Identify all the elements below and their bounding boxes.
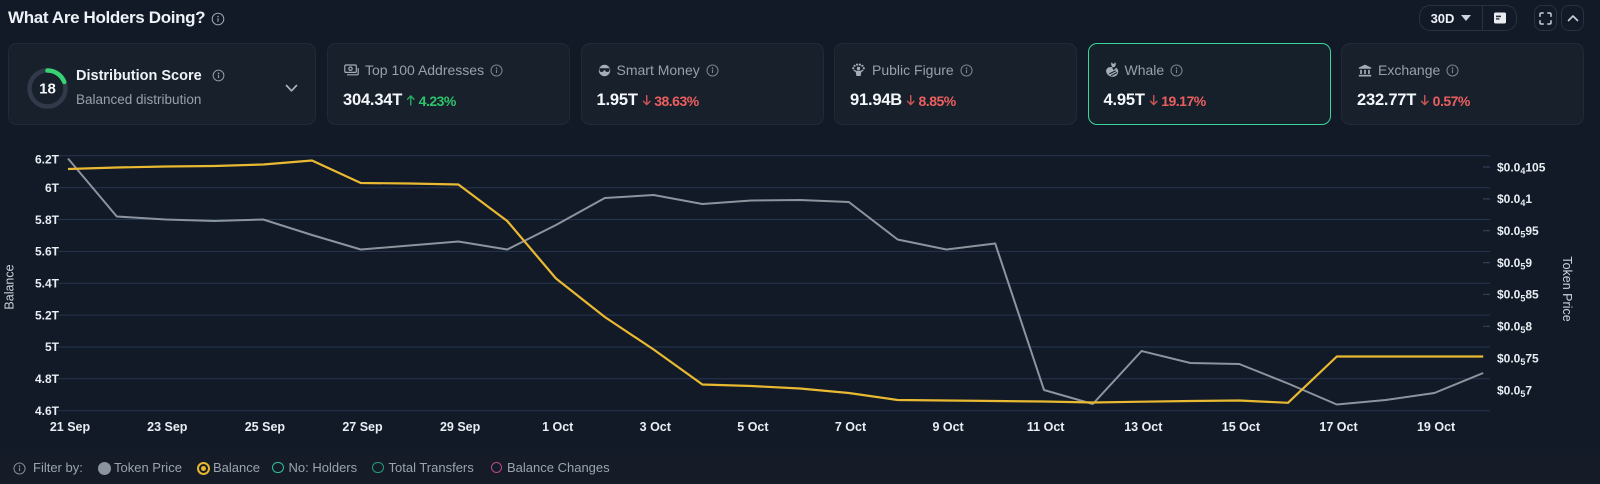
- svg-text:5 Oct: 5 Oct: [737, 420, 769, 434]
- svg-text:6.2T: 6.2T: [35, 152, 60, 166]
- svg-text:4.8T: 4.8T: [35, 372, 60, 386]
- svg-text:$0.0575: $0.0575: [1497, 351, 1539, 367]
- svg-text:5.4T: 5.4T: [35, 277, 60, 291]
- svg-text:5T: 5T: [45, 340, 60, 354]
- svg-text:15 Oct: 15 Oct: [1222, 420, 1261, 434]
- svg-text:6T: 6T: [45, 181, 60, 195]
- svg-text:17 Oct: 17 Oct: [1319, 420, 1358, 434]
- svg-text:3 Oct: 3 Oct: [640, 420, 672, 434]
- svg-text:4.6T: 4.6T: [35, 404, 60, 418]
- svg-text:25 Sep: 25 Sep: [245, 420, 286, 434]
- svg-text:$0.04105: $0.04105: [1497, 160, 1546, 176]
- svg-text:27 Sep: 27 Sep: [342, 420, 383, 434]
- svg-text:11 Oct: 11 Oct: [1027, 420, 1065, 434]
- svg-text:13 Oct: 13 Oct: [1124, 420, 1163, 434]
- svg-text:$0.058: $0.058: [1497, 320, 1532, 336]
- svg-text:19 Oct: 19 Oct: [1417, 420, 1456, 434]
- svg-text:9 Oct: 9 Oct: [932, 420, 964, 434]
- svg-text:$0.041: $0.041: [1497, 192, 1532, 208]
- svg-text:$0.0585: $0.0585: [1497, 288, 1539, 304]
- svg-text:23 Sep: 23 Sep: [147, 420, 188, 434]
- svg-text:21 Sep: 21 Sep: [50, 420, 91, 434]
- svg-text:29 Sep: 29 Sep: [440, 420, 481, 434]
- svg-text:7 Oct: 7 Oct: [835, 420, 867, 434]
- svg-text:$0.0595: $0.0595: [1497, 224, 1539, 240]
- svg-text:$0.059: $0.059: [1497, 256, 1532, 272]
- svg-text:Token Price: Token Price: [1560, 256, 1574, 321]
- svg-text:18: 18: [39, 81, 56, 98]
- svg-text:Balance: Balance: [3, 264, 17, 309]
- svg-text:5.8T: 5.8T: [35, 213, 60, 227]
- svg-text:5.6T: 5.6T: [35, 245, 60, 259]
- svg-text:$0.057: $0.057: [1497, 383, 1532, 399]
- svg-text:5.2T: 5.2T: [35, 308, 60, 322]
- svg-text:1 Oct: 1 Oct: [542, 420, 574, 434]
